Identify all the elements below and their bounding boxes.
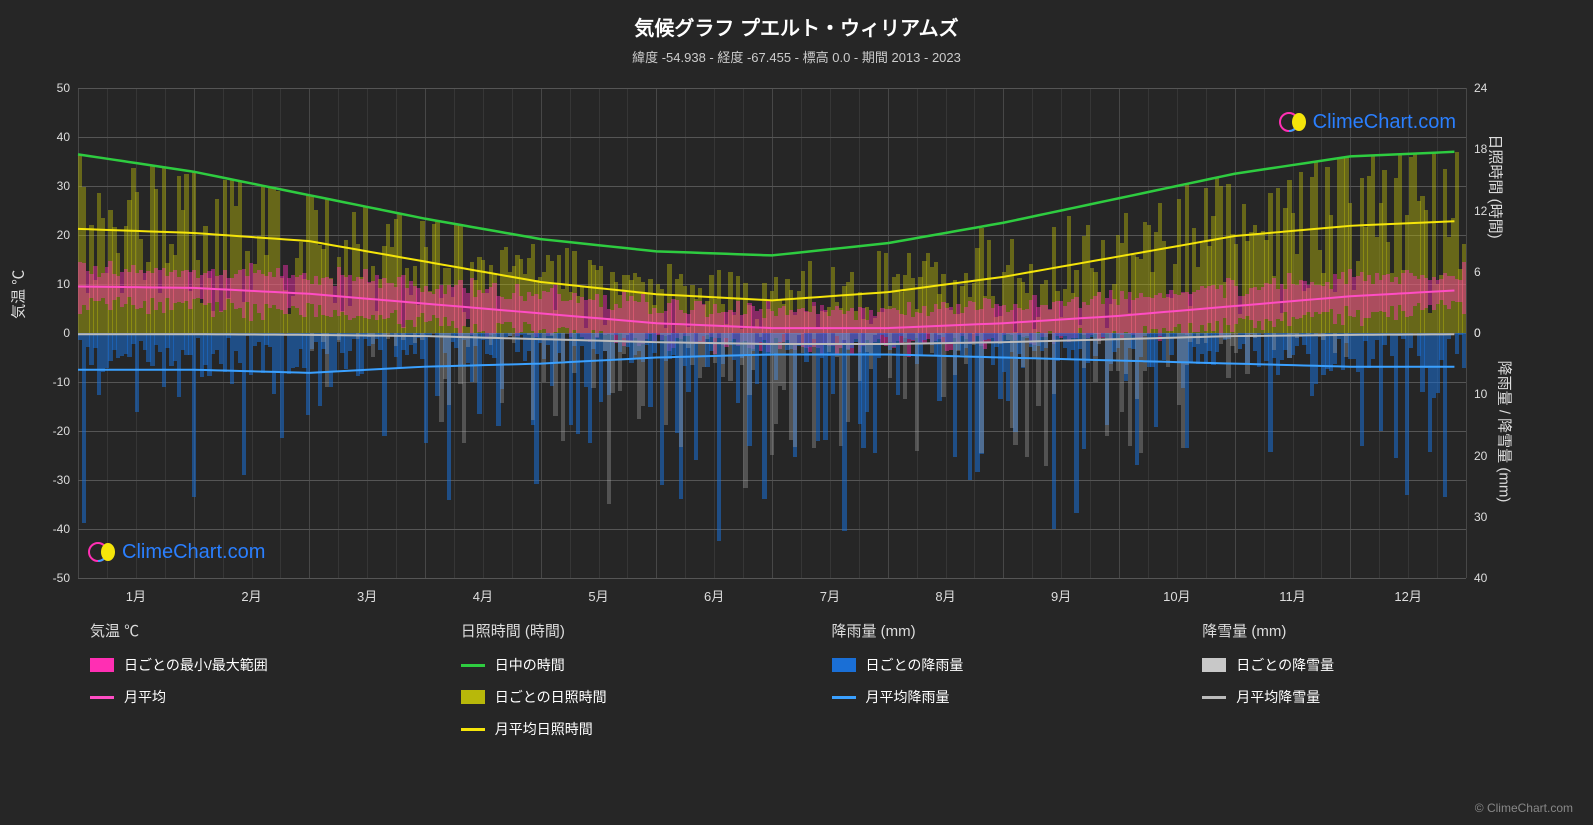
y-left-tick: 30 xyxy=(10,179,70,193)
legend-group: 降雨量 (mm) 日ごとの降雨量月平均降雨量 xyxy=(832,620,1163,751)
y-left-tick: -30 xyxy=(10,473,70,487)
legend-item: 月平均降雨量 xyxy=(832,687,1163,707)
legend-item: 日ごとの降雪量 xyxy=(1202,655,1533,675)
chart-plot-area: 気温 ℃ 日照時間 (時間) 降雨量 / 降雪量 (mm) -50-40-30-… xyxy=(78,88,1466,578)
legend-item-label: 日ごとの降雪量 xyxy=(1236,655,1334,675)
credit-text: © ClimeChart.com xyxy=(1475,801,1573,815)
legend-swatch-line xyxy=(461,728,485,731)
brand-watermark-top: ClimeChart.com xyxy=(1279,108,1456,136)
legend-item-label: 月平均日照時間 xyxy=(495,719,593,739)
legend-item: 月平均降雪量 xyxy=(1202,687,1533,707)
legend-item-label: 月平均 xyxy=(124,687,166,707)
legend-item-label: 日ごとの最小/最大範囲 xyxy=(124,655,268,675)
y-right-hours-tick: 6 xyxy=(1474,265,1514,279)
legend-group: 降雪量 (mm) 日ごとの降雪量月平均降雪量 xyxy=(1202,620,1533,751)
brand-logo-icon xyxy=(88,538,116,566)
y-right-hours-tick: 12 xyxy=(1474,204,1514,218)
y-left-tick: 50 xyxy=(10,81,70,95)
y-right-mm-tick: 20 xyxy=(1474,449,1514,463)
brand-watermark-bottom: ClimeChart.com xyxy=(88,538,265,566)
legend-item-label: 日ごとの日照時間 xyxy=(495,687,607,707)
y-left-tick: -10 xyxy=(10,375,70,389)
y-right-mm-tick: 10 xyxy=(1474,387,1514,401)
x-month-label: 2月 xyxy=(241,586,261,605)
brand-text: ClimeChart.com xyxy=(1313,111,1456,134)
y-right-mm-tick: 40 xyxy=(1474,571,1514,585)
legend-swatch-line xyxy=(461,664,485,667)
trend-lines-layer xyxy=(78,88,1466,578)
legend-swatch-line xyxy=(90,696,114,699)
legend-group: 日照時間 (時間) 日中の時間日ごとの日照時間月平均日照時間 xyxy=(461,620,792,751)
legend-item-label: 月平均降雪量 xyxy=(1236,687,1320,707)
y-left-tick: 40 xyxy=(10,130,70,144)
legend-item-label: 月平均降雨量 xyxy=(866,687,950,707)
y-right-mm-tick: 0 xyxy=(1474,326,1514,340)
legend-swatch-bar xyxy=(1202,658,1226,672)
x-month-label: 8月 xyxy=(935,586,955,605)
x-month-label: 4月 xyxy=(473,586,493,605)
x-month-label: 6月 xyxy=(704,586,724,605)
x-month-label: 7月 xyxy=(820,586,840,605)
y-left-tick: 10 xyxy=(10,277,70,291)
y-right-hours-tick: 24 xyxy=(1474,81,1514,95)
y-right-bottom-axis-title: 降雨量 / 降雪量 (mm) xyxy=(1495,361,1516,503)
legend-item-label: 日中の時間 xyxy=(495,655,565,675)
x-month-label: 1月 xyxy=(126,586,146,605)
legend-swatch-bar xyxy=(90,658,114,672)
legend-item-label: 日ごとの降雨量 xyxy=(866,655,964,675)
x-month-label: 12月 xyxy=(1394,586,1421,605)
chart-subtitle: 緯度 -54.938 - 経度 -67.455 - 標高 0.0 - 期間 20… xyxy=(0,41,1593,66)
legend-swatch-line xyxy=(1202,696,1226,699)
y-left-tick: -40 xyxy=(10,522,70,536)
legend-item: 月平均 xyxy=(90,687,421,707)
legend-group-title: 降雪量 (mm) xyxy=(1202,620,1533,641)
x-month-label: 10月 xyxy=(1163,586,1190,605)
y-left-tick: 20 xyxy=(10,228,70,242)
legend-group-title: 降雨量 (mm) xyxy=(832,620,1163,641)
legend-item: 日ごとの日照時間 xyxy=(461,687,792,707)
y-left-tick: -20 xyxy=(10,424,70,438)
legend-item: 日ごとの最小/最大範囲 xyxy=(90,655,421,675)
legend-item: 月平均日照時間 xyxy=(461,719,792,739)
chart-title: 気候グラフ プエルト・ウィリアムズ xyxy=(0,0,1593,41)
legend-swatch-bar xyxy=(461,690,485,704)
y-right-hours-tick: 18 xyxy=(1474,142,1514,156)
y-right-mm-tick: 30 xyxy=(1474,510,1514,524)
legend-swatch-bar xyxy=(832,658,856,672)
legend-item: 日ごとの降雨量 xyxy=(832,655,1163,675)
legend-group-title: 日照時間 (時間) xyxy=(461,620,792,641)
brand-logo-icon xyxy=(1279,108,1307,136)
brand-text: ClimeChart.com xyxy=(122,541,265,564)
legend-group-title: 気温 ℃ xyxy=(90,620,421,641)
legend-group: 気温 ℃ 日ごとの最小/最大範囲月平均 xyxy=(90,620,421,751)
x-month-label: 3月 xyxy=(357,586,377,605)
x-month-label: 9月 xyxy=(1051,586,1071,605)
legend: 気温 ℃ 日ごとの最小/最大範囲月平均 日照時間 (時間) 日中の時間日ごとの日照時間… xyxy=(90,620,1533,751)
y-left-tick: -50 xyxy=(10,571,70,585)
legend-item: 日中の時間 xyxy=(461,655,792,675)
legend-swatch-line xyxy=(832,696,856,699)
y-left-tick: 0 xyxy=(10,326,70,340)
x-month-label: 5月 xyxy=(588,586,608,605)
x-month-label: 11月 xyxy=(1279,586,1306,605)
